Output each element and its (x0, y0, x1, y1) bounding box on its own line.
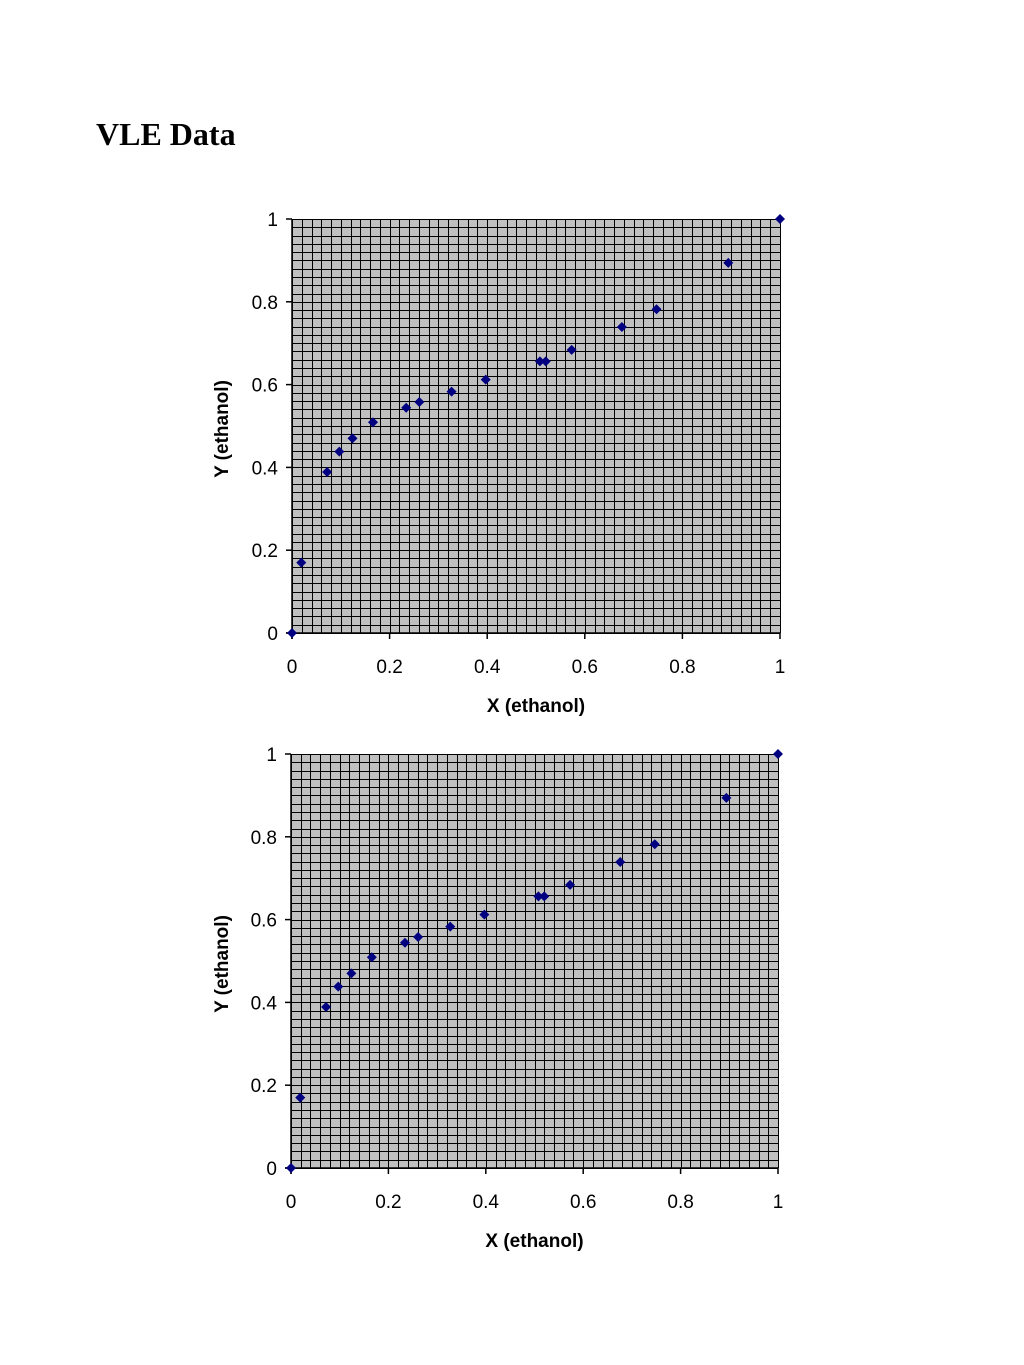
data-point (773, 749, 783, 759)
data-point (333, 981, 344, 992)
x-tick-label: 0 (287, 657, 298, 678)
data-point (321, 1001, 332, 1012)
data-point (286, 1163, 296, 1173)
data-point (540, 356, 551, 367)
y-tick-label: 0.4 (252, 458, 279, 479)
data-point (480, 374, 491, 385)
data-point (649, 839, 660, 850)
data-point (651, 304, 662, 315)
data-point (347, 433, 358, 444)
y-tick-label: 0.2 (251, 1076, 277, 1097)
data-point (401, 402, 412, 413)
y-tick-label: 0 (266, 1159, 277, 1180)
x-tick-label: 1 (773, 1192, 784, 1213)
data-point (566, 344, 577, 355)
y-tick-label: 0 (267, 624, 278, 645)
data-point (366, 952, 377, 963)
page-title: VLE Data (96, 116, 236, 152)
data-point (346, 968, 357, 979)
y-tick-label: 1 (266, 745, 277, 766)
y-tick-label: 0.6 (252, 376, 278, 397)
grid-lines (292, 219, 781, 634)
data-point (616, 322, 627, 333)
x-tick-label: 0.4 (474, 657, 501, 678)
data-point (399, 937, 410, 948)
data-point (721, 792, 732, 803)
x-tick-label: 0.4 (473, 1192, 500, 1213)
data-point (368, 417, 379, 428)
y-tick-label: 0.4 (251, 993, 278, 1014)
x-tick-label: 1 (775, 657, 786, 678)
data-point (533, 891, 544, 902)
data-point (322, 466, 333, 477)
data-point (615, 857, 626, 868)
x-tick-label: 0.6 (570, 1192, 596, 1213)
data-point (565, 879, 576, 890)
y-tick-label: 0.6 (251, 911, 277, 932)
data-point (446, 386, 457, 397)
x-tick-label: 0.2 (376, 657, 402, 678)
data-point (296, 557, 307, 568)
y-tick-label: 0.2 (252, 541, 278, 562)
data-point (334, 446, 345, 457)
y-axis-title: Y (ethanol) (212, 380, 233, 478)
y-tick-label: 0.8 (251, 828, 277, 849)
grid-lines (291, 754, 779, 1169)
data-point (287, 628, 297, 638)
y-tick-label: 1 (267, 210, 278, 231)
data-point (414, 396, 425, 407)
data-point (534, 356, 545, 367)
x-tick-label: 0.2 (375, 1192, 401, 1213)
x-axis-title: X (ethanol) (487, 696, 585, 717)
data-point (479, 909, 490, 920)
data-series (287, 214, 785, 638)
data-point (295, 1092, 306, 1103)
data-point (723, 257, 734, 268)
data-point (413, 931, 424, 942)
data-point (539, 891, 550, 902)
x-tick-label: 0.8 (669, 657, 695, 678)
y-axis-title: Y (ethanol) (212, 915, 233, 1013)
data-series (286, 749, 783, 1173)
x-tick-label: 0 (286, 1192, 297, 1213)
data-point (775, 214, 785, 224)
x-axis-title: X (ethanol) (485, 1231, 583, 1252)
y-tick-label: 0.8 (252, 293, 278, 314)
x-tick-label: 0.8 (667, 1192, 693, 1213)
x-tick-label: 0.6 (572, 657, 598, 678)
data-point (445, 921, 456, 932)
